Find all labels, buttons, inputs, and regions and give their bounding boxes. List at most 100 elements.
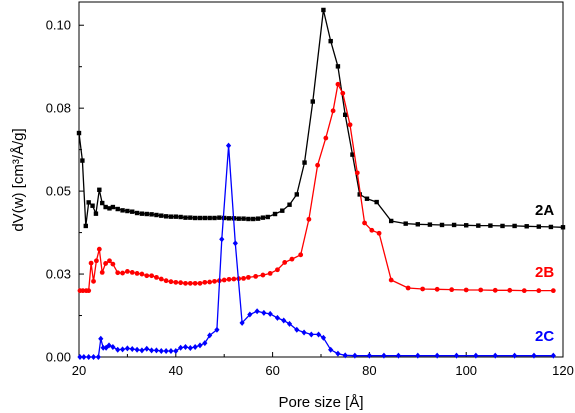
data-point [354, 170, 360, 176]
data-point [183, 215, 188, 220]
data-point [260, 215, 266, 220]
data-point [225, 142, 232, 149]
data-point [476, 223, 481, 228]
y-tick-label: 0.10 [46, 18, 71, 33]
data-point [183, 280, 188, 286]
data-point [163, 348, 169, 355]
data-point [197, 342, 203, 349]
data-point [178, 280, 184, 286]
data-point [335, 64, 341, 69]
series-labels: 2A 2B 2C [535, 202, 554, 345]
data-point [212, 278, 217, 284]
data-point [403, 221, 408, 226]
series-2a [76, 7, 566, 230]
data-point [192, 280, 198, 286]
data-point [350, 152, 355, 157]
plot-frame [78, 1, 564, 358]
data-point [287, 202, 292, 207]
data-point [453, 352, 460, 359]
data-point [90, 203, 95, 208]
series-line [80, 145, 554, 358]
data-point [261, 309, 267, 316]
data-point [217, 215, 222, 220]
data-point [214, 326, 220, 333]
data-point [100, 200, 105, 206]
data-point [301, 329, 307, 336]
data-point [202, 215, 208, 221]
data-point [96, 246, 102, 252]
series-line [80, 82, 554, 292]
chart-axes [78, 1, 564, 358]
data-point [144, 211, 149, 217]
data-point [478, 287, 484, 293]
data-point [536, 288, 542, 294]
series-line [78, 9, 564, 228]
data-point [76, 130, 82, 136]
data-point [342, 352, 348, 359]
data-point [80, 288, 86, 294]
data-point [473, 352, 479, 359]
y-tick-label: 0.05 [46, 184, 71, 199]
data-point [521, 288, 527, 294]
data-point [107, 206, 112, 211]
data-point [376, 230, 382, 236]
data-point [81, 354, 87, 360]
data-point [306, 216, 312, 222]
data-point [97, 187, 102, 192]
data-point [374, 199, 379, 205]
data-point [548, 224, 554, 230]
data-point [366, 352, 372, 359]
data-point [241, 216, 246, 221]
data-point [86, 288, 92, 294]
data-point [310, 99, 315, 104]
series-layer [76, 7, 566, 360]
data-point [94, 258, 99, 264]
data-point [88, 260, 94, 266]
y-axis-title: dV(w) [cm³/Å/g] [10, 128, 27, 231]
data-point [246, 216, 251, 222]
data-point [449, 287, 455, 293]
data-point [159, 213, 164, 218]
data-point [294, 192, 299, 197]
data-point [125, 269, 130, 274]
data-point [343, 112, 348, 118]
data-point [335, 81, 341, 87]
data-point [129, 269, 135, 275]
data-point [115, 346, 121, 353]
data-point [492, 352, 498, 359]
x-tick-label: 120 [552, 363, 574, 378]
data-point [221, 277, 227, 283]
data-point [173, 214, 178, 219]
data-point [395, 352, 402, 359]
data-point [531, 352, 537, 359]
x-tick-label: 80 [362, 363, 376, 378]
data-point [451, 222, 457, 228]
data-point [207, 215, 212, 221]
data-point [560, 225, 566, 230]
data-point [347, 122, 353, 128]
data-point [192, 215, 198, 221]
series-2c [77, 142, 556, 360]
data-point [120, 208, 125, 213]
x-tick-label: 20 [72, 363, 86, 378]
data-point [232, 240, 238, 247]
data-point [321, 7, 326, 13]
data-point [91, 278, 96, 284]
data-point [154, 212, 159, 218]
y-tick-label: 0.08 [46, 101, 71, 116]
data-point [507, 287, 513, 293]
data-point [265, 214, 270, 220]
data-point [134, 346, 140, 353]
data-point [369, 227, 375, 233]
data-point [115, 270, 121, 276]
data-point [103, 261, 109, 266]
data-point [524, 224, 529, 229]
data-point [134, 270, 140, 276]
data-point [282, 260, 288, 265]
x-axis-title: Pore size [Å] [278, 394, 363, 411]
data-point [83, 223, 88, 229]
data-point [315, 162, 321, 168]
data-point [202, 279, 208, 285]
data-point [415, 222, 420, 227]
y-axis-ticks: 0.00 0.03 0.05 0.08 0.10 [46, 18, 84, 365]
